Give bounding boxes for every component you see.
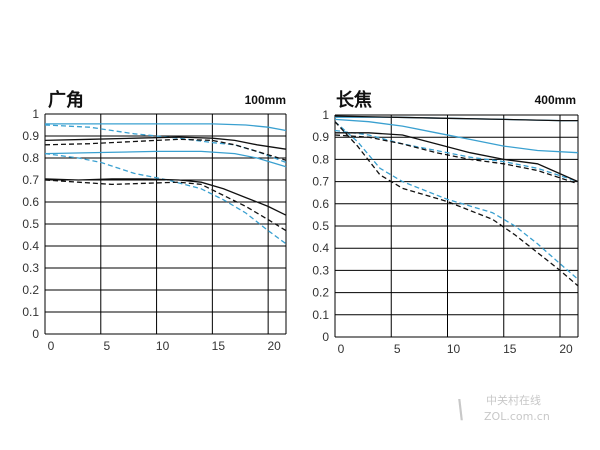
series-line (334, 134, 579, 185)
y-tick-label: 0.7 (22, 173, 39, 187)
y-tick-label: 0.1 (312, 308, 329, 322)
series-line (334, 121, 579, 280)
watermark: \ 中关村在线 ZOL.com.cn (456, 393, 550, 425)
y-tick-label: 1 (32, 107, 39, 121)
series-line (44, 152, 287, 245)
x-tick-label: 0 (338, 342, 345, 356)
x-tick-label: 15 (212, 339, 226, 353)
chart-subtitle: 400mm (535, 93, 576, 107)
series-line (44, 178, 287, 216)
y-tick-label: 0.5 (22, 217, 39, 231)
watermark-en: ZOL.com.cn (484, 410, 550, 423)
wide-angle-chart: 广角 100mm 00.10.20.30.40.50.60.70.80.910 5… (22, 89, 287, 353)
y-tick-label: 0.8 (22, 151, 39, 165)
y-tick-label: 0.5 (312, 219, 329, 233)
chart-title: 长焦 (336, 89, 372, 111)
y-tick-label: 0.8 (312, 152, 329, 166)
y-tick-label: 0 (32, 327, 39, 341)
y-tick-label: 0.9 (22, 129, 39, 143)
y-tick-label: 0.7 (312, 175, 329, 189)
x-tick-label: 5 (103, 339, 110, 353)
series-line (44, 138, 287, 161)
y-tick-label: 0.4 (312, 241, 329, 255)
series-line (334, 115, 578, 122)
watermark-logo-icon: \ (456, 395, 465, 425)
series-line (44, 179, 287, 232)
grid (334, 114, 579, 338)
y-tick-label: 0.2 (22, 283, 39, 297)
series-line (334, 121, 579, 287)
chart-title: 广角 (48, 89, 84, 111)
series-line (45, 123, 287, 132)
y-tick-label: 0.1 (22, 305, 39, 319)
x-tick-label: 10 (156, 339, 170, 353)
y-tick-label: 0.4 (22, 239, 39, 253)
x-tick-label: 5 (394, 342, 401, 356)
y-tick-label: 0.6 (312, 197, 329, 211)
y-tick-label: 0 (322, 330, 329, 344)
y-tick-label: 0.6 (22, 195, 39, 209)
chart-subtitle: 100mm (245, 93, 286, 107)
y-tick-label: 0.3 (312, 263, 329, 277)
telephoto-chart: 长焦 400mm 00.10.20.30.40.50.60.70.80.910 5… (312, 89, 579, 356)
watermark-cn: 中关村在线 (486, 393, 541, 407)
series-line (44, 150, 287, 168)
x-tick-label: 20 (559, 342, 573, 356)
y-tick-label: 0.2 (312, 286, 329, 300)
x-tick-label: 10 (447, 342, 461, 356)
series-line (335, 132, 579, 183)
y-tick-label: 1 (322, 108, 329, 122)
grid (44, 113, 287, 335)
x-tick-label: 15 (503, 342, 517, 356)
series-line (334, 129, 579, 183)
series-line (44, 136, 287, 150)
x-tick-label: 20 (267, 339, 281, 353)
x-tick-label: 0 (48, 339, 55, 353)
y-tick-label: 0.3 (22, 261, 39, 275)
series-line (334, 118, 579, 154)
y-tick-label: 0.9 (312, 130, 329, 144)
